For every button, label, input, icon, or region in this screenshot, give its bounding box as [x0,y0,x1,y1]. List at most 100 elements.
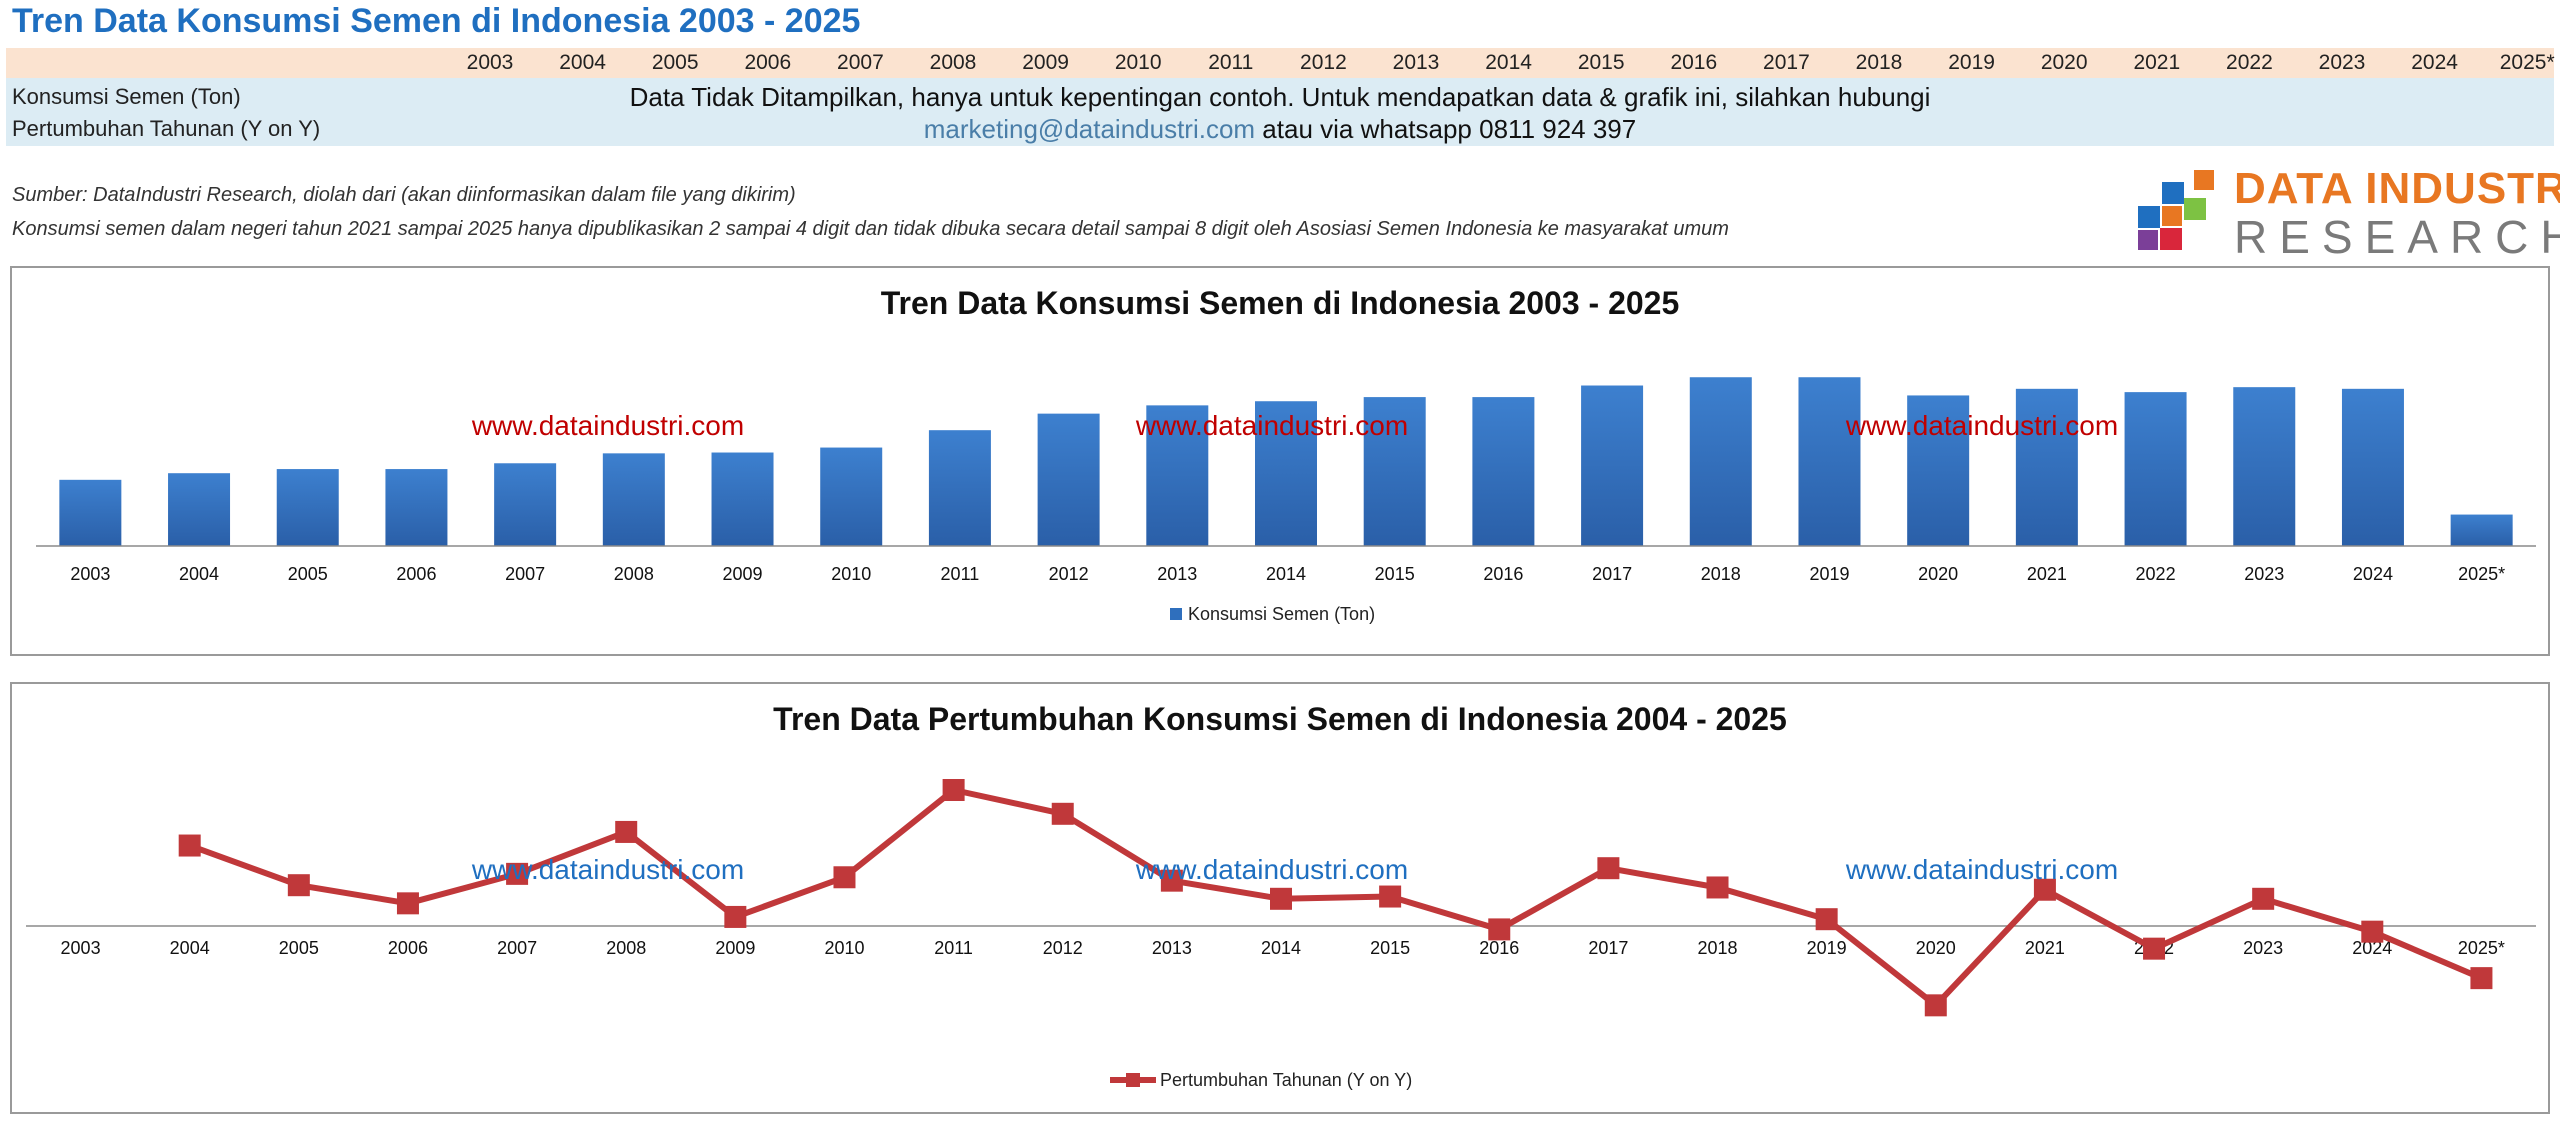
year-header-cell: 2017 [1763,51,1810,74]
point-2022 [2143,937,2166,960]
line-chart: Tren Data Pertumbuhan Konsumsi Semen di … [26,701,2536,1090]
legend-swatch [1170,608,1182,620]
x-tick-label: 2024 [2353,564,2393,584]
x-tick-label: 2008 [606,938,646,958]
point-2023 [2252,887,2275,910]
x-tick-label: 2022 [2136,564,2176,584]
logo-tile [2162,182,2184,204]
bar-2021 [2015,388,2078,546]
watermark-text: www.dataindustri.com [1845,410,2118,441]
x-tick-label: 2020 [1918,564,1958,584]
bar-2022 [2124,392,2187,546]
year-header-cell: 2008 [929,51,977,74]
point-2020 [1924,994,1947,1017]
year-header-cell: 2021 [2133,51,2181,74]
x-tick-label: 2023 [2243,938,2283,958]
year-header-cell: 2024 [2411,51,2458,74]
point-2017 [1597,857,1620,880]
x-tick-label: 2023 [2244,564,2284,584]
x-tick-label: 2016 [1483,564,1523,584]
point-2016 [1488,918,1511,941]
year-header-cell: 2005 [651,51,699,74]
bar-2025* [2450,514,2513,546]
x-tick-label: 2015 [1370,938,1410,958]
bar-2008 [602,453,665,546]
data-table: 2003 2004 2005 2006 2007 2008 2009 2010 2011 2012… [6,48,2555,146]
point-2024 [2361,920,2384,943]
bar-2014 [1255,401,1317,546]
legend-label: Konsumsi Semen (Ton) [1188,604,1375,624]
point-2009 [724,905,747,928]
point-2012 [1051,802,1074,825]
x-tick-label: 2019 [1809,564,1849,584]
year-header-cell: 2011 [1208,51,1254,74]
logo-text-primary: DATA INDUSTRI [2234,164,2560,213]
bar-chart: Tren Data Konsumsi Semen di Indonesia 20… [36,285,2536,624]
x-tick-label: 2024 [2352,938,2392,958]
logo-tile [2160,228,2182,250]
x-tick-label: 2021 [2025,938,2065,958]
x-tick-label: 2007 [497,938,537,958]
row-label-consumption: Konsumsi Semen (Ton) [12,84,241,109]
point-2008 [615,820,638,843]
logo-tile [2138,230,2158,250]
year-header-cell: 2007 [837,51,884,74]
x-tick-label: 2012 [1049,564,1089,584]
x-tick-label: 2021 [2027,564,2067,584]
year-header-cell: 2023 [2318,51,2366,74]
x-tick-label: 2011 [934,938,973,958]
point-2011 [942,779,965,801]
legend-marker-icon [1126,1073,1140,1087]
email-link[interactable]: marketing@dataindustri.com [923,114,1256,144]
x-tick-label: 2003 [61,938,101,958]
x-tick-label: 2007 [505,564,545,584]
point-2006 [396,892,419,915]
x-tick-label: 2018 [1697,938,1737,958]
x-tick-label: 2017 [1588,938,1628,958]
watermark-text: www.dataindustri.com [1135,410,1408,441]
x-tick-label: 2006 [388,938,428,958]
logo-mosaic-icon [2138,170,2214,250]
year-header-cell: 2014 [1485,51,1532,74]
year-header-cell: 2010 [1114,51,1162,74]
x-tick-label: 2005 [288,564,328,584]
bar-2023 [2233,387,2296,546]
bar-2019 [1798,377,1861,546]
watermark-text: www.dataindustri.com [471,410,744,441]
x-tick-label: 2009 [715,938,755,958]
company-logo: DATA INDUSTRI RESEARCH [2138,164,2560,263]
logo-tile [2138,206,2160,228]
x-tick-label: 2025* [2458,938,2505,958]
x-tick-label: 2014 [1261,938,1301,958]
x-tick-label: 2010 [831,564,871,584]
point-2013 [1160,869,1183,892]
page-title: Tren Data Konsumsi Semen di Indonesia 20… [12,2,861,40]
logo-tile [2184,198,2206,220]
bar-2015 [1363,397,1426,546]
logo-tile [2194,170,2214,190]
x-tick-label: 2006 [396,564,436,584]
point-2021 [2033,878,2056,901]
bar-2010 [820,447,883,546]
point-2007 [506,862,529,885]
notice-text: Data Tidak Ditampilkan, hanya untuk kepe… [629,82,1931,112]
point-2018 [1706,876,1729,899]
year-header-cell: 2020 [2040,51,2088,74]
bar-2011 [928,430,991,546]
x-tick-label: 2010 [824,938,864,958]
bar-2017 [1581,385,1644,546]
year-header-cell: 2004 [559,51,606,74]
year-header-cell: 2016 [1670,51,1718,74]
watermark-text: www.dataindustri.com [471,854,744,885]
year-header-cell: 2015 [1577,51,1625,74]
x-tick-label: 2004 [179,564,219,584]
bar-2006 [385,469,448,546]
year-header-cell: 2006 [744,51,792,74]
x-tick-label: 2018 [1701,564,1741,584]
row-label-growth: Pertumbuhan Tahunan (Y on Y) [12,116,321,141]
point-2010 [833,866,856,889]
year-header-cell: 2025* [2499,51,2555,74]
x-tick-label: 2011 [941,564,980,584]
bar-2004 [168,473,231,546]
bar-chart-panel: Tren Data Konsumsi Semen di Indonesia 20… [10,266,2550,656]
